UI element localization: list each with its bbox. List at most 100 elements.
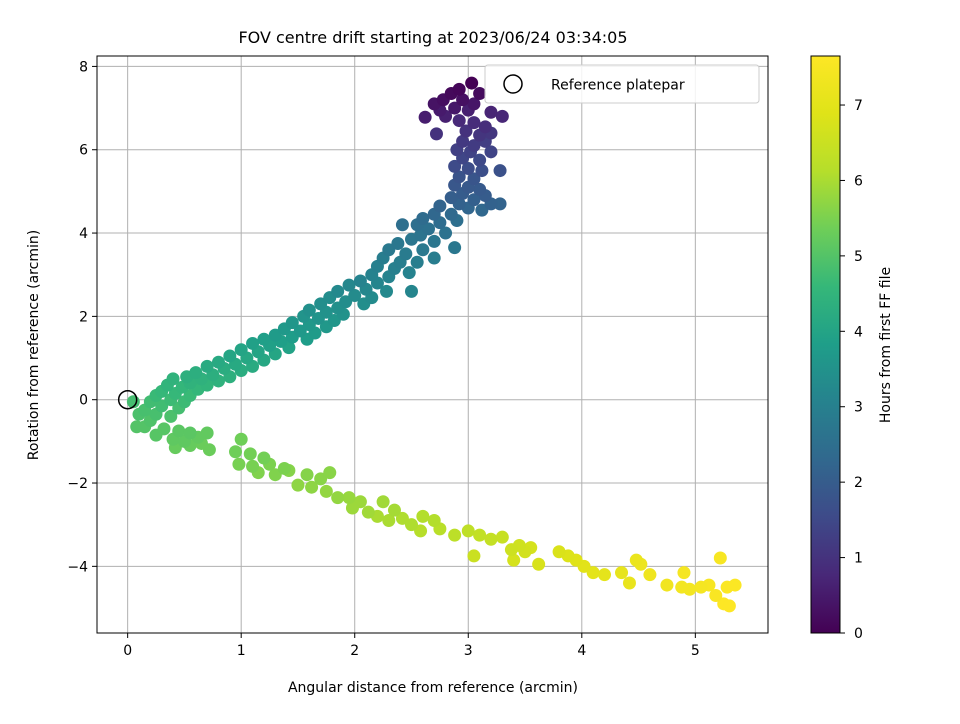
scatter-point [410, 255, 424, 269]
colorbar-ticks: 0 1 2 3 4 5 6 7 [840, 98, 863, 642]
scatter-point [183, 426, 197, 440]
colorbar-label: Hours from first FF file [878, 267, 894, 423]
plot-frame [96, 55, 769, 634]
colorbar-tick-label: 4 [854, 324, 863, 340]
scatter-point [246, 459, 260, 473]
colorbar-tick-label: 5 [854, 249, 863, 265]
scatter-point [507, 553, 521, 567]
scatter-point [189, 366, 203, 380]
scatter-point [382, 243, 396, 257]
scatter-point [467, 116, 481, 130]
scatter-point [467, 549, 481, 563]
scatter-point [404, 518, 418, 532]
y-tick-label: 2 [79, 309, 88, 325]
scatter-point [395, 511, 409, 525]
scatter-point [155, 399, 169, 413]
x-tick-label: 2 [350, 643, 359, 659]
scatter-point [342, 491, 356, 505]
scatter-point [302, 303, 316, 317]
scatter-point [493, 164, 507, 178]
scatter-point [677, 566, 691, 580]
scatter-point [484, 532, 498, 546]
x-tick-label: 0 [123, 643, 132, 659]
scatter-point [475, 164, 489, 178]
scatter-point [416, 509, 430, 523]
scatter-point [232, 457, 246, 471]
colorbar-tick-label: 6 [854, 173, 863, 189]
reference-platepar-marker [117, 389, 138, 410]
scatter-point [348, 289, 362, 303]
scatter-point [164, 409, 178, 423]
colorbar-tick-label: 1 [854, 551, 863, 567]
scatter-point [268, 468, 282, 482]
scatter-point [257, 451, 271, 465]
y-axis-label: Rotation from reference (arcmin) [26, 230, 42, 460]
scatter-point [353, 274, 367, 288]
scatter-point [532, 557, 546, 571]
scatter-point [202, 443, 216, 457]
scatter-point [243, 447, 257, 461]
legend-marker-circle [503, 74, 523, 94]
scatter-point [473, 182, 487, 196]
scatter-point [172, 424, 186, 438]
scatter-point [399, 247, 413, 261]
scatter-point [504, 543, 518, 557]
scatter-point [448, 241, 462, 255]
scatter-point [314, 297, 328, 311]
y-tick-label: −4 [67, 559, 88, 575]
scatter-point [427, 514, 441, 528]
y-tick-label: 6 [79, 143, 88, 159]
scatter-point [444, 191, 458, 205]
scatter-point [728, 578, 742, 592]
y-tick-label: 0 [79, 393, 88, 409]
scatter-point [157, 422, 171, 436]
x-tick-label: 4 [577, 643, 586, 659]
scatter-point [211, 355, 225, 369]
colorbar-tick-label: 0 [854, 626, 863, 642]
scatter-point [291, 478, 305, 492]
scatter-point [478, 120, 492, 134]
scatter-point [414, 524, 428, 538]
scatter-point [467, 172, 481, 186]
scatter-point [622, 576, 636, 590]
scatter-point [484, 145, 498, 159]
x-axis-ticks: 0 1 2 3 4 5 [123, 633, 700, 659]
scatter-point [314, 472, 328, 486]
scatter-point [660, 578, 674, 592]
scatter-point [448, 528, 462, 542]
scatter-point [629, 553, 643, 567]
scatter-point [427, 251, 441, 265]
scatter-point [404, 284, 418, 298]
colorbar: 0 1 2 3 4 5 6 7 Hours from first FF file [810, 55, 894, 642]
scatter-point [257, 332, 271, 346]
scatter-point [246, 336, 260, 350]
scatter-point [552, 545, 566, 559]
scatter-point [427, 234, 441, 248]
scatter-point [452, 114, 466, 128]
scatter-point [305, 480, 319, 494]
scatter-point [643, 568, 657, 582]
scatter-point [234, 343, 248, 357]
scatter-point [709, 589, 723, 603]
scatter-point [339, 295, 353, 309]
scatter-point [473, 86, 487, 100]
scatter-point [484, 105, 498, 119]
scatter-point [448, 101, 462, 115]
scatter-point [200, 359, 214, 373]
scatter-point [300, 468, 314, 482]
scatter-point [376, 495, 390, 509]
legend-box [484, 64, 760, 104]
scatter-point [166, 372, 180, 386]
scatter-point [382, 514, 396, 528]
scatter-point [473, 528, 487, 542]
colorbar-tick-label: 2 [854, 475, 863, 491]
scatter-point [439, 226, 453, 240]
scatter-point [234, 432, 248, 446]
colorbar-tick-label: 3 [854, 400, 863, 416]
y-axis-ticks: −4 −2 0 2 4 6 8 [67, 59, 97, 575]
scatter-point [475, 203, 489, 217]
y-tick-label: −2 [67, 476, 88, 492]
scatter-point [200, 426, 214, 440]
